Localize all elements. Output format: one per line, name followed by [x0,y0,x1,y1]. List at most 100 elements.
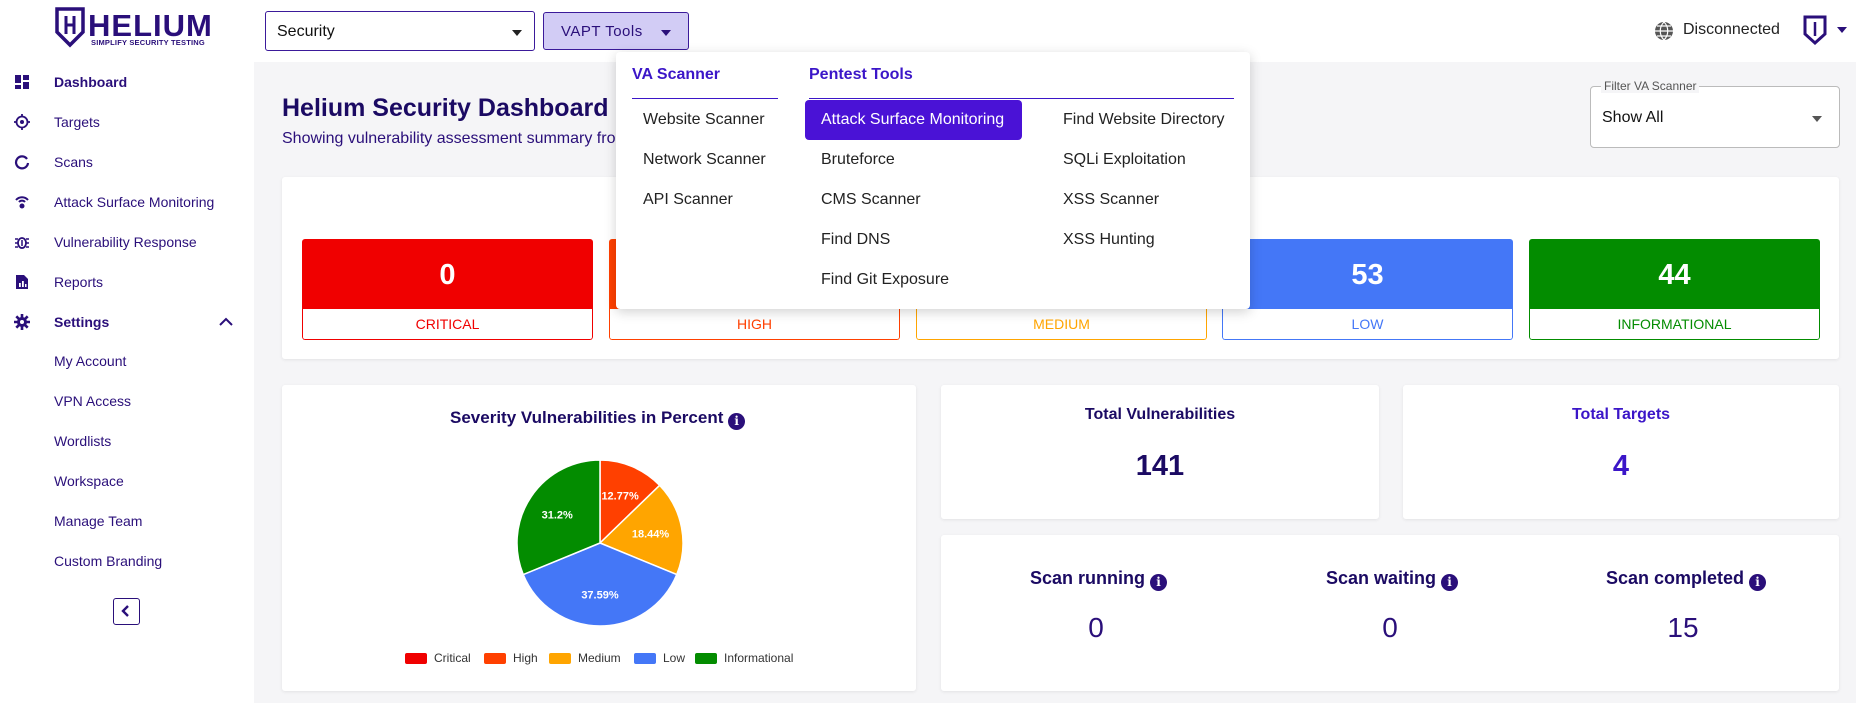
bug-icon [15,237,29,249]
info-icon[interactable]: i [1150,574,1168,591]
pie-slice-high[interactable] [599,459,661,545]
menu-item-find-dns[interactable]: Find DNS [821,231,891,248]
menu-item-cms-scanner[interactable]: CMS Scanner [821,191,921,208]
severity-name: INFORMATIONAL [1529,309,1820,340]
sidebar: Dashboard Targets Scans Attack Surface M… [0,62,254,703]
sidebar-subitem-workspace[interactable]: Workspace [54,473,124,489]
sidebar-item-label: Settings [54,314,110,330]
legend-label: High [513,651,538,665]
severity-count: 44 [1529,239,1820,309]
legend-swatch [634,653,656,664]
legend-label: Medium [578,651,621,665]
menu-item-api-scanner[interactable]: API Scanner [643,191,733,208]
user-shield-icon[interactable] [1802,14,1828,46]
scan-running-label: Scan running i [1030,568,1168,591]
total-targets-label: Total Targets [1571,406,1671,423]
chevron-down-icon [661,30,671,36]
pentest-tools-divider [809,98,1234,99]
sidebar-item-label: Reports [54,274,104,290]
va-scanner-divider [632,98,778,99]
severity-informational[interactable]: 44 INFORMATIONAL [1529,239,1820,340]
severity-count: 0 [302,239,593,309]
va-scanner-heading: VA Scanner [632,66,721,83]
vapt-tools-menu: VA Scanner Pentest Tools Website Scanner… [616,52,1250,309]
sidebar-subitem-wordlists[interactable]: Wordlists [54,433,112,449]
scan-icon [14,155,30,170]
total-targets-value: 4 [1612,450,1630,482]
info-icon[interactable]: i [1749,574,1767,591]
brand-name: HELIUM [88,8,213,43]
chart-legend: Critical High Medium Low Informational [405,650,805,666]
page-subtitle: Showing vulnerability assessment summary… [282,130,616,147]
scan-waiting-label: Scan waiting i [1326,568,1459,591]
vapt-tools-label: VAPT Tools [561,23,643,40]
sidebar-item-targets[interactable]: Targets [0,106,254,138]
sidebar-subitem-manage-team[interactable]: Manage Team [54,513,143,529]
filter-va-scanner-select[interactable]: Filter VA Scanner Show All [1590,79,1840,148]
severity-name: HIGH [609,309,900,340]
sidebar-subitem-vpn-access[interactable]: VPN Access [54,393,132,409]
sidebar-item-dashboard[interactable]: Dashboard [0,66,254,98]
workspace-select[interactable]: Security [265,11,535,51]
collapse-sidebar-button[interactable] [113,598,140,625]
sidebar-subitem-my-account[interactable]: My Account [54,353,127,369]
pie-slice-medium[interactable] [598,484,684,576]
pie-label-high: 12.77% [601,491,639,503]
sidebar-item-label: Targets [54,114,100,130]
scan-completed-label: Scan completed i [1606,568,1767,591]
sidebar-item-settings[interactable]: Settings [0,306,254,338]
severity-name: MEDIUM [916,309,1207,340]
user-menu-chevron-icon[interactable] [1837,27,1847,33]
page-title: Helium Security Dashboard - C [282,94,649,123]
sidebar-item-label: Vulnerability Response [54,234,197,250]
sidebar-item-reports[interactable]: Reports [0,266,254,298]
menu-item-attack-surface-monitoring[interactable]: Attack Surface Monitoring [805,100,1022,140]
sidebar-subitem-custom-branding[interactable]: Custom Branding [54,553,163,569]
menu-item-xss-scanner[interactable]: XSS Scanner [1063,191,1160,208]
menu-item-xss-hunting[interactable]: XSS Hunting [1063,231,1155,248]
severity-pie-chart: 12.77% 18.44% 37.59% 31.2% [516,459,684,627]
total-vulnerabilities-value: 141 [1135,450,1185,482]
severity-critical[interactable]: 0 CRITICAL [302,239,593,340]
report-icon [16,275,28,289]
legend-swatch [484,653,506,664]
helium-shield-icon [55,7,85,48]
filter-value: Show All [1602,109,1664,126]
connection-status[interactable]: Disconnected [1653,19,1793,43]
menu-item-bruteforce[interactable]: Bruteforce [821,151,895,168]
severity-low[interactable]: 53 LOW [1222,239,1513,340]
legend-label: Informational [724,651,794,665]
pie-slice-informational[interactable] [516,459,601,576]
menu-item-website-scanner[interactable]: Website Scanner [643,111,765,128]
chevron-down-icon [1812,116,1822,122]
chart-title: Severity Vulnerabilities in Percent i [450,408,746,430]
top-bar: HELIUM SIMPLIFY SECURITY TESTING Securit… [0,0,1856,62]
brand-tagline: SIMPLIFY SECURITY TESTING [91,38,205,47]
sidebar-item-attack-surface-monitoring[interactable]: Attack Surface Monitoring [0,186,254,218]
pie-slice-low[interactable] [522,542,678,627]
scan-completed-text: Scan completed [1606,568,1745,588]
legend-swatch [549,653,571,664]
menu-item-find-git-exposure[interactable]: Find Git Exposure [821,271,950,288]
total-vulnerabilities-label: Total Vulnerabilities [1084,406,1236,423]
total-vulnerabilities-card [941,385,1379,519]
scan-completed-value: 15 [1667,612,1699,643]
pie-label-informational: 31.2% [542,509,573,521]
sidebar-item-scans[interactable]: Scans [0,146,254,178]
legend-swatch [405,653,427,664]
menu-item-network-scanner[interactable]: Network Scanner [643,151,766,168]
info-icon[interactable]: i [728,413,746,430]
menu-item-find-website-directory[interactable]: Find Website Directory [1063,111,1225,128]
legend-label: Low [663,651,686,665]
chevron-up-icon[interactable] [219,317,233,326]
scan-waiting-value: 0 [1382,612,1398,643]
helium-logo[interactable]: HELIUM SIMPLIFY SECURITY TESTING [54,6,220,52]
menu-item-sqli-exploitation[interactable]: SQLi Exploitation [1063,151,1186,168]
menu-item-label: Attack Surface Monitoring [821,111,1005,128]
info-icon[interactable]: i [1441,574,1459,591]
severity-name: CRITICAL [302,309,593,340]
legend-swatch [695,653,717,664]
radar-icon [15,196,29,209]
sidebar-item-vulnerability-response[interactable]: Vulnerability Response [0,226,254,258]
vapt-tools-button[interactable]: VAPT Tools [543,12,689,50]
